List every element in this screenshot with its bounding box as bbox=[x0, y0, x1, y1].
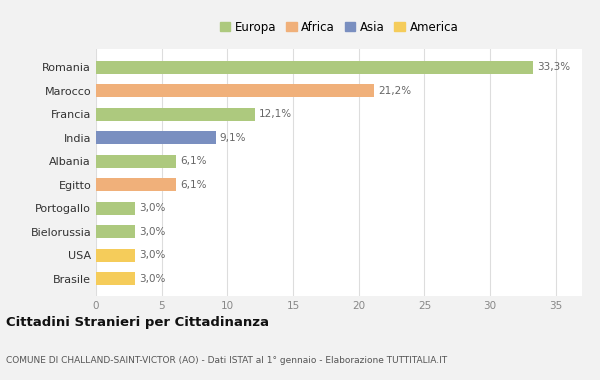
Bar bbox=[96, 84, 374, 97]
Text: 21,2%: 21,2% bbox=[379, 86, 412, 96]
Bar bbox=[96, 249, 136, 262]
Bar bbox=[96, 108, 255, 120]
Legend: Europa, Africa, Asia, America: Europa, Africa, Asia, America bbox=[217, 18, 461, 36]
Bar bbox=[96, 272, 136, 285]
Text: 6,1%: 6,1% bbox=[180, 180, 206, 190]
Text: COMUNE DI CHALLAND-SAINT-VICTOR (AO) - Dati ISTAT al 1° gennaio - Elaborazione T: COMUNE DI CHALLAND-SAINT-VICTOR (AO) - D… bbox=[6, 356, 447, 365]
Bar bbox=[96, 202, 136, 215]
Text: 3,0%: 3,0% bbox=[139, 203, 166, 213]
Bar bbox=[96, 131, 215, 144]
Text: 33,3%: 33,3% bbox=[538, 62, 571, 72]
Text: 3,0%: 3,0% bbox=[139, 227, 166, 237]
Bar bbox=[96, 225, 136, 238]
Text: Cittadini Stranieri per Cittadinanza: Cittadini Stranieri per Cittadinanza bbox=[6, 316, 269, 329]
Text: 3,0%: 3,0% bbox=[139, 250, 166, 260]
Text: 6,1%: 6,1% bbox=[180, 156, 206, 166]
Bar bbox=[96, 61, 533, 74]
Text: 9,1%: 9,1% bbox=[220, 133, 246, 142]
Text: 12,1%: 12,1% bbox=[259, 109, 292, 119]
Bar bbox=[96, 178, 176, 191]
Text: 3,0%: 3,0% bbox=[139, 274, 166, 284]
Bar bbox=[96, 155, 176, 168]
